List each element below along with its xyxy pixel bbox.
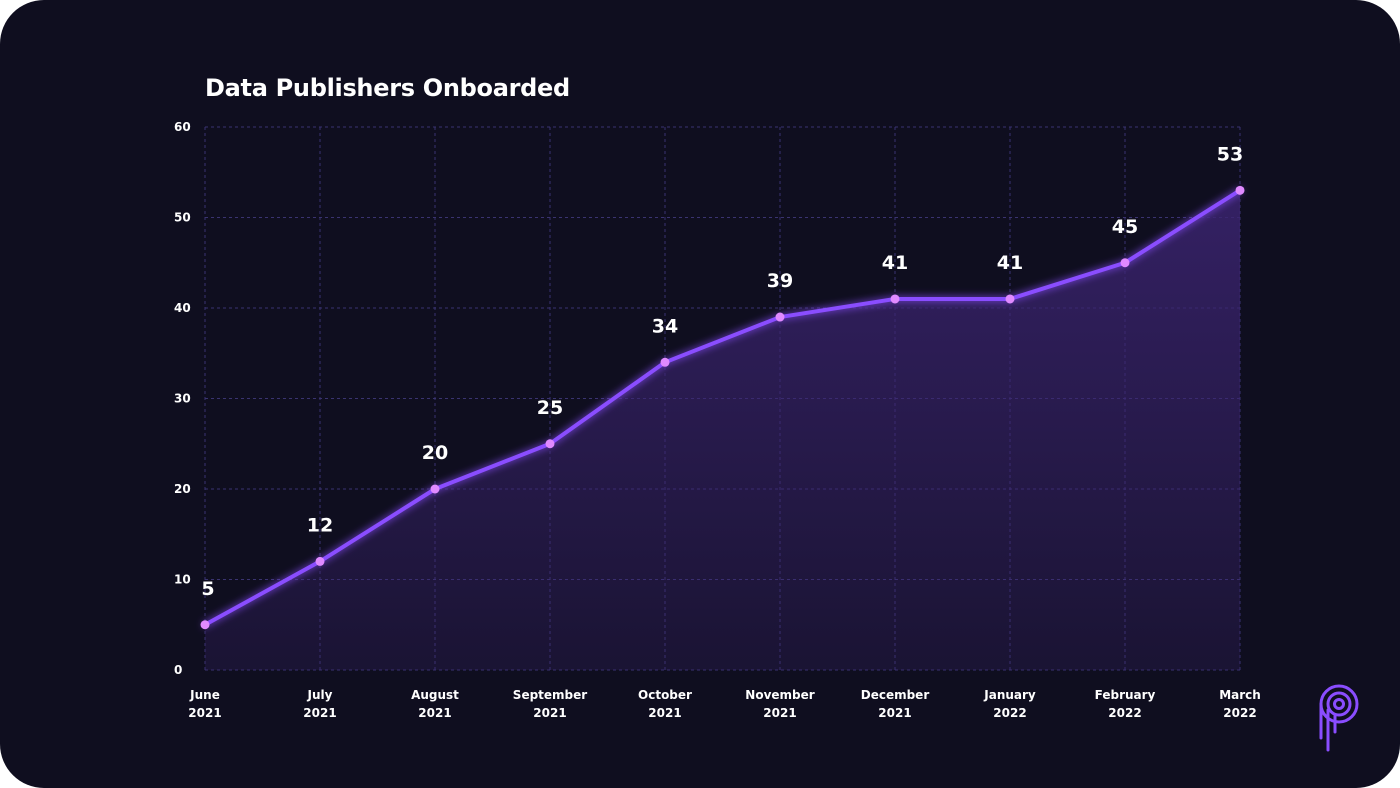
y-tick-label: 0 xyxy=(174,663,182,677)
y-tick-label: 30 xyxy=(174,392,191,406)
x-tick-label: January 2022 xyxy=(983,688,1036,720)
y-tick-label: 60 xyxy=(174,120,191,134)
x-tick-label: November 2021 xyxy=(745,688,814,720)
data-point xyxy=(545,439,555,449)
data-label: 53 xyxy=(1217,143,1243,165)
data-point xyxy=(890,294,900,304)
data-label: 41 xyxy=(882,252,908,274)
data-point xyxy=(430,484,440,494)
data-label: 12 xyxy=(307,514,333,536)
y-tick-label: 50 xyxy=(174,211,191,225)
data-label: 34 xyxy=(652,315,678,337)
x-tick-label: October 2021 xyxy=(638,688,692,720)
y-tick-label: 10 xyxy=(174,573,191,587)
x-tick-label: March 2022 xyxy=(1219,688,1261,720)
data-label: 45 xyxy=(1112,216,1138,238)
data-label: 39 xyxy=(767,270,793,292)
data-label: 20 xyxy=(422,442,448,464)
series-line xyxy=(203,188,1242,627)
data-point xyxy=(1005,294,1015,304)
data-label: 5 xyxy=(201,578,214,600)
x-tick-label: June 2021 xyxy=(188,688,221,720)
data-point xyxy=(775,312,785,322)
x-tick-label: December 2021 xyxy=(861,688,930,720)
area-fill xyxy=(205,190,1240,670)
x-tick-label: September 2021 xyxy=(513,688,587,720)
x-tick-label: February 2022 xyxy=(1095,688,1156,720)
x-tick-label: August 2021 xyxy=(411,688,459,720)
data-point xyxy=(200,620,210,630)
y-tick-label: 40 xyxy=(174,301,191,315)
data-label: 25 xyxy=(537,397,563,419)
data-point xyxy=(315,556,325,566)
chart-title: Data Publishers Onboarded xyxy=(205,74,570,102)
data-point xyxy=(1235,185,1245,195)
data-label: 41 xyxy=(997,252,1023,274)
y-tick-label: 20 xyxy=(174,482,191,496)
brand-logo-icon xyxy=(1319,684,1359,752)
data-point xyxy=(660,357,670,367)
x-tick-label: July 2021 xyxy=(303,688,336,720)
data-point xyxy=(1120,258,1130,268)
